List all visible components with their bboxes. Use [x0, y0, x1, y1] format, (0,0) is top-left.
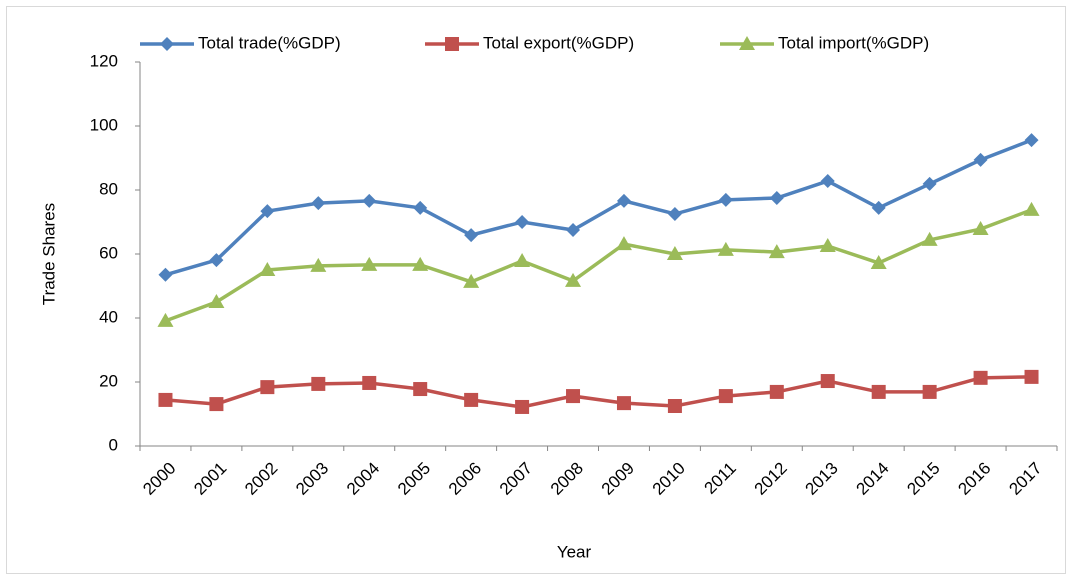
y-tick-label: 80 [99, 179, 118, 198]
marker [871, 200, 886, 215]
series-line [164, 138, 1033, 277]
marker [566, 389, 581, 404]
marker [769, 384, 784, 399]
marker [768, 244, 785, 259]
marker [160, 37, 174, 51]
marker [259, 262, 276, 276]
y-tick-label: 100 [90, 115, 118, 134]
legend-label: Total trade(%GDP) [198, 33, 341, 52]
marker [819, 238, 836, 252]
y-tick-label: 20 [99, 371, 118, 390]
marker [616, 193, 631, 208]
marker [566, 223, 581, 237]
marker [362, 375, 377, 390]
marker [973, 370, 988, 385]
marker [157, 312, 174, 327]
marker [718, 389, 733, 404]
y-tick-label: 120 [90, 51, 118, 70]
legend-label: Total export(%GDP) [483, 33, 634, 52]
marker [514, 253, 531, 268]
marker [260, 380, 275, 395]
marker [260, 204, 275, 219]
marker [615, 236, 632, 251]
legend-label: Total import(%GDP) [778, 33, 929, 52]
marker [208, 294, 225, 308]
series-line [165, 375, 1032, 409]
chart-border [6, 6, 1066, 574]
marker [922, 176, 937, 191]
marker [666, 246, 683, 260]
marker [565, 272, 582, 287]
marker [515, 215, 530, 229]
marker [311, 376, 326, 391]
marker [209, 253, 224, 268]
marker [158, 392, 173, 407]
marker [209, 397, 224, 412]
marker [769, 191, 784, 205]
marker [973, 152, 988, 167]
marker [820, 174, 835, 189]
marker [667, 207, 682, 221]
marker [413, 200, 428, 215]
x-axis-title: Year [557, 542, 592, 561]
marker [1024, 369, 1039, 384]
marker [413, 382, 428, 397]
marker [972, 221, 989, 236]
marker [717, 241, 734, 256]
marker [158, 267, 173, 282]
marker [1023, 201, 1040, 216]
marker [515, 399, 530, 414]
marker [667, 399, 682, 413]
marker [362, 193, 377, 208]
marker [310, 257, 327, 272]
marker [739, 36, 755, 50]
marker [464, 392, 479, 407]
marker [463, 273, 480, 288]
y-tick-label: 60 [99, 243, 118, 262]
y-tick-label: 40 [99, 307, 118, 326]
marker [464, 228, 479, 243]
marker [921, 231, 938, 246]
marker [871, 384, 886, 399]
y-axis-title: Trade Shares [39, 203, 58, 305]
marker [1024, 133, 1039, 148]
series-line [164, 208, 1033, 323]
marker [718, 192, 733, 207]
marker [311, 196, 326, 211]
marker [361, 256, 378, 271]
marker [922, 384, 937, 399]
marker [616, 396, 631, 411]
marker [870, 254, 887, 269]
marker [412, 256, 429, 271]
marker [820, 374, 835, 389]
y-tick-label: 0 [109, 435, 118, 454]
marker [445, 37, 459, 51]
